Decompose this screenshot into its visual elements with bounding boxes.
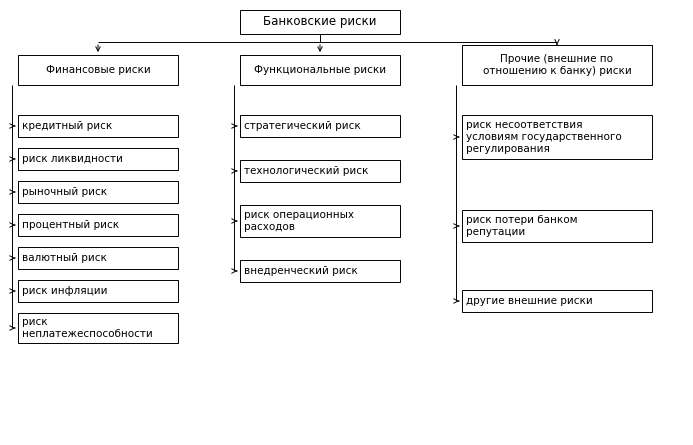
- Bar: [18, 181, 178, 203]
- Bar: [18, 115, 178, 137]
- Text: Прочие (внешние по
отношению к банку) риски: Прочие (внешние по отношению к банку) ри…: [482, 54, 631, 76]
- Text: риск ликвидности: риск ликвидности: [22, 154, 123, 164]
- Text: рыночный риск: рыночный риск: [22, 187, 107, 197]
- Text: другие внешние риски: другие внешние риски: [466, 296, 593, 306]
- Text: стратегический риск: стратегический риск: [244, 121, 361, 131]
- Bar: [18, 247, 178, 269]
- Text: внедренческий риск: внедренческий риск: [244, 266, 358, 276]
- Bar: [240, 160, 400, 182]
- Bar: [18, 280, 178, 302]
- Text: риск
неплатежеспособности: риск неплатежеспособности: [22, 317, 152, 339]
- Bar: [462, 290, 652, 312]
- Bar: [240, 260, 400, 282]
- Text: Банковские риски: Банковские риски: [263, 16, 377, 28]
- Bar: [240, 55, 400, 85]
- Text: Финансовые риски: Финансовые риски: [46, 65, 150, 75]
- Bar: [18, 148, 178, 170]
- Bar: [18, 214, 178, 236]
- Text: риск несоответствия
условиям государственного
регулирования: риск несоответствия условиям государстве…: [466, 121, 622, 154]
- Bar: [240, 10, 400, 34]
- Text: Функциональные риски: Функциональные риски: [254, 65, 386, 75]
- Text: риск операционных
расходов: риск операционных расходов: [244, 210, 354, 232]
- Text: валютный риск: валютный риск: [22, 253, 107, 263]
- Bar: [240, 115, 400, 137]
- Bar: [462, 210, 652, 242]
- Bar: [18, 55, 178, 85]
- Text: риск инфляции: риск инфляции: [22, 286, 107, 296]
- Text: риск потери банком
репутации: риск потери банком репутации: [466, 215, 577, 237]
- Bar: [462, 115, 652, 159]
- Text: процентный риск: процентный риск: [22, 220, 119, 230]
- Bar: [18, 313, 178, 343]
- Text: технологический риск: технологический риск: [244, 166, 369, 176]
- Bar: [462, 45, 652, 85]
- Bar: [240, 205, 400, 237]
- Text: кредитный риск: кредитный риск: [22, 121, 112, 131]
